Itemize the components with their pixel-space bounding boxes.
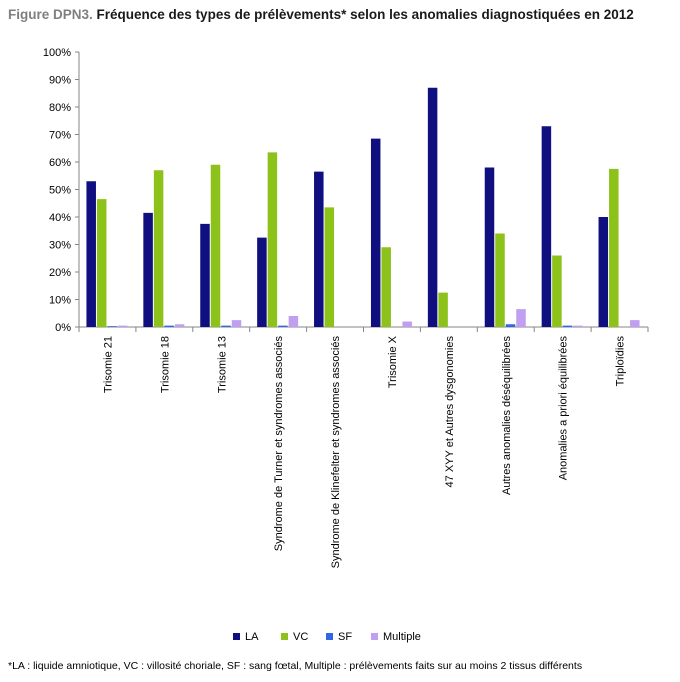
y-tick-label: 100% xyxy=(43,47,71,59)
bar-la xyxy=(370,138,381,327)
bar-la xyxy=(427,87,438,327)
legend-label-vc: VC xyxy=(293,631,308,643)
y-tick-label: 60% xyxy=(49,157,71,169)
bar-sf xyxy=(278,325,288,327)
y-tick-label: 80% xyxy=(49,102,71,114)
bar-vc xyxy=(153,170,164,327)
figure-number: Figure DPN3. xyxy=(8,7,93,22)
y-tick-label: 20% xyxy=(49,267,71,279)
bar-multiple xyxy=(117,325,128,327)
bar-multiple xyxy=(288,316,299,327)
y-tick-label: 40% xyxy=(49,212,71,224)
bar-la xyxy=(143,212,153,327)
legend-swatch-la xyxy=(233,633,240,640)
x-category-label: Autres anomalies déséquilibrées xyxy=(501,336,513,495)
bar-sf xyxy=(221,325,231,327)
x-category-label: Trisomie 18 xyxy=(159,336,171,393)
bar-vc xyxy=(381,247,391,327)
y-tick-label: 30% xyxy=(49,240,71,252)
bar-vc xyxy=(324,207,335,327)
bar-la xyxy=(200,223,210,327)
bar-multiple xyxy=(231,320,242,327)
x-category-label: Trisomie 13 xyxy=(216,336,228,393)
x-category-label: Triploïdies xyxy=(615,336,627,387)
bar-la xyxy=(484,167,495,327)
bar-sf xyxy=(107,326,117,327)
chart-title: Figure DPN3. Fréquence des types de prél… xyxy=(8,7,634,22)
bar-multiple xyxy=(573,325,583,327)
legend-label-multiple: Multiple xyxy=(383,631,421,643)
y-tick-label: 70% xyxy=(49,130,71,142)
bar-sf xyxy=(562,325,573,327)
legend-swatch-vc xyxy=(281,633,288,640)
bar-vc xyxy=(495,233,505,327)
x-category-label: Anomalies a priori équilibrées xyxy=(558,336,570,481)
x-category-label: Syndrome de Klinefelter et syndromes ass… xyxy=(330,336,342,569)
x-category-label: Syndrome de Turner et syndromes associés xyxy=(273,336,285,552)
x-category-label: Trisomie 21 xyxy=(102,336,114,393)
legend-swatch-multiple xyxy=(371,633,378,640)
bar-la xyxy=(86,181,96,327)
x-category-label: Trisomie X xyxy=(387,335,399,388)
bar-vc xyxy=(267,152,278,327)
bar-sf xyxy=(505,324,516,327)
bar-la xyxy=(314,171,324,327)
legend-swatch-sf xyxy=(326,633,333,640)
bar-vc xyxy=(210,164,221,327)
x-category-label: 47 XYY et Autres dysgonomies xyxy=(444,336,456,488)
bar-vc xyxy=(438,292,448,327)
legend-label-sf: SF xyxy=(338,631,352,643)
y-tick-label: 50% xyxy=(49,185,71,197)
bar-multiple xyxy=(402,321,412,327)
footnote: *LA : liquide amniotique, VC : villosité… xyxy=(8,660,583,672)
figure-title-text: Fréquence des types de prélèvements* sel… xyxy=(96,7,634,22)
y-tick-label: 10% xyxy=(49,295,71,307)
bar-multiple xyxy=(630,320,640,327)
bar-la xyxy=(598,217,609,327)
bar-vc xyxy=(552,255,562,327)
bar-vc xyxy=(609,168,619,327)
bar-vc xyxy=(96,199,107,327)
legend-label-la: LA xyxy=(245,631,259,643)
bar-sf xyxy=(164,325,174,327)
y-tick-label: 90% xyxy=(49,75,71,87)
bar-multiple xyxy=(174,324,185,327)
bar-multiple xyxy=(516,309,526,327)
y-tick-label: 0% xyxy=(55,322,71,334)
bar-la xyxy=(257,237,267,327)
bar-la xyxy=(541,126,552,327)
